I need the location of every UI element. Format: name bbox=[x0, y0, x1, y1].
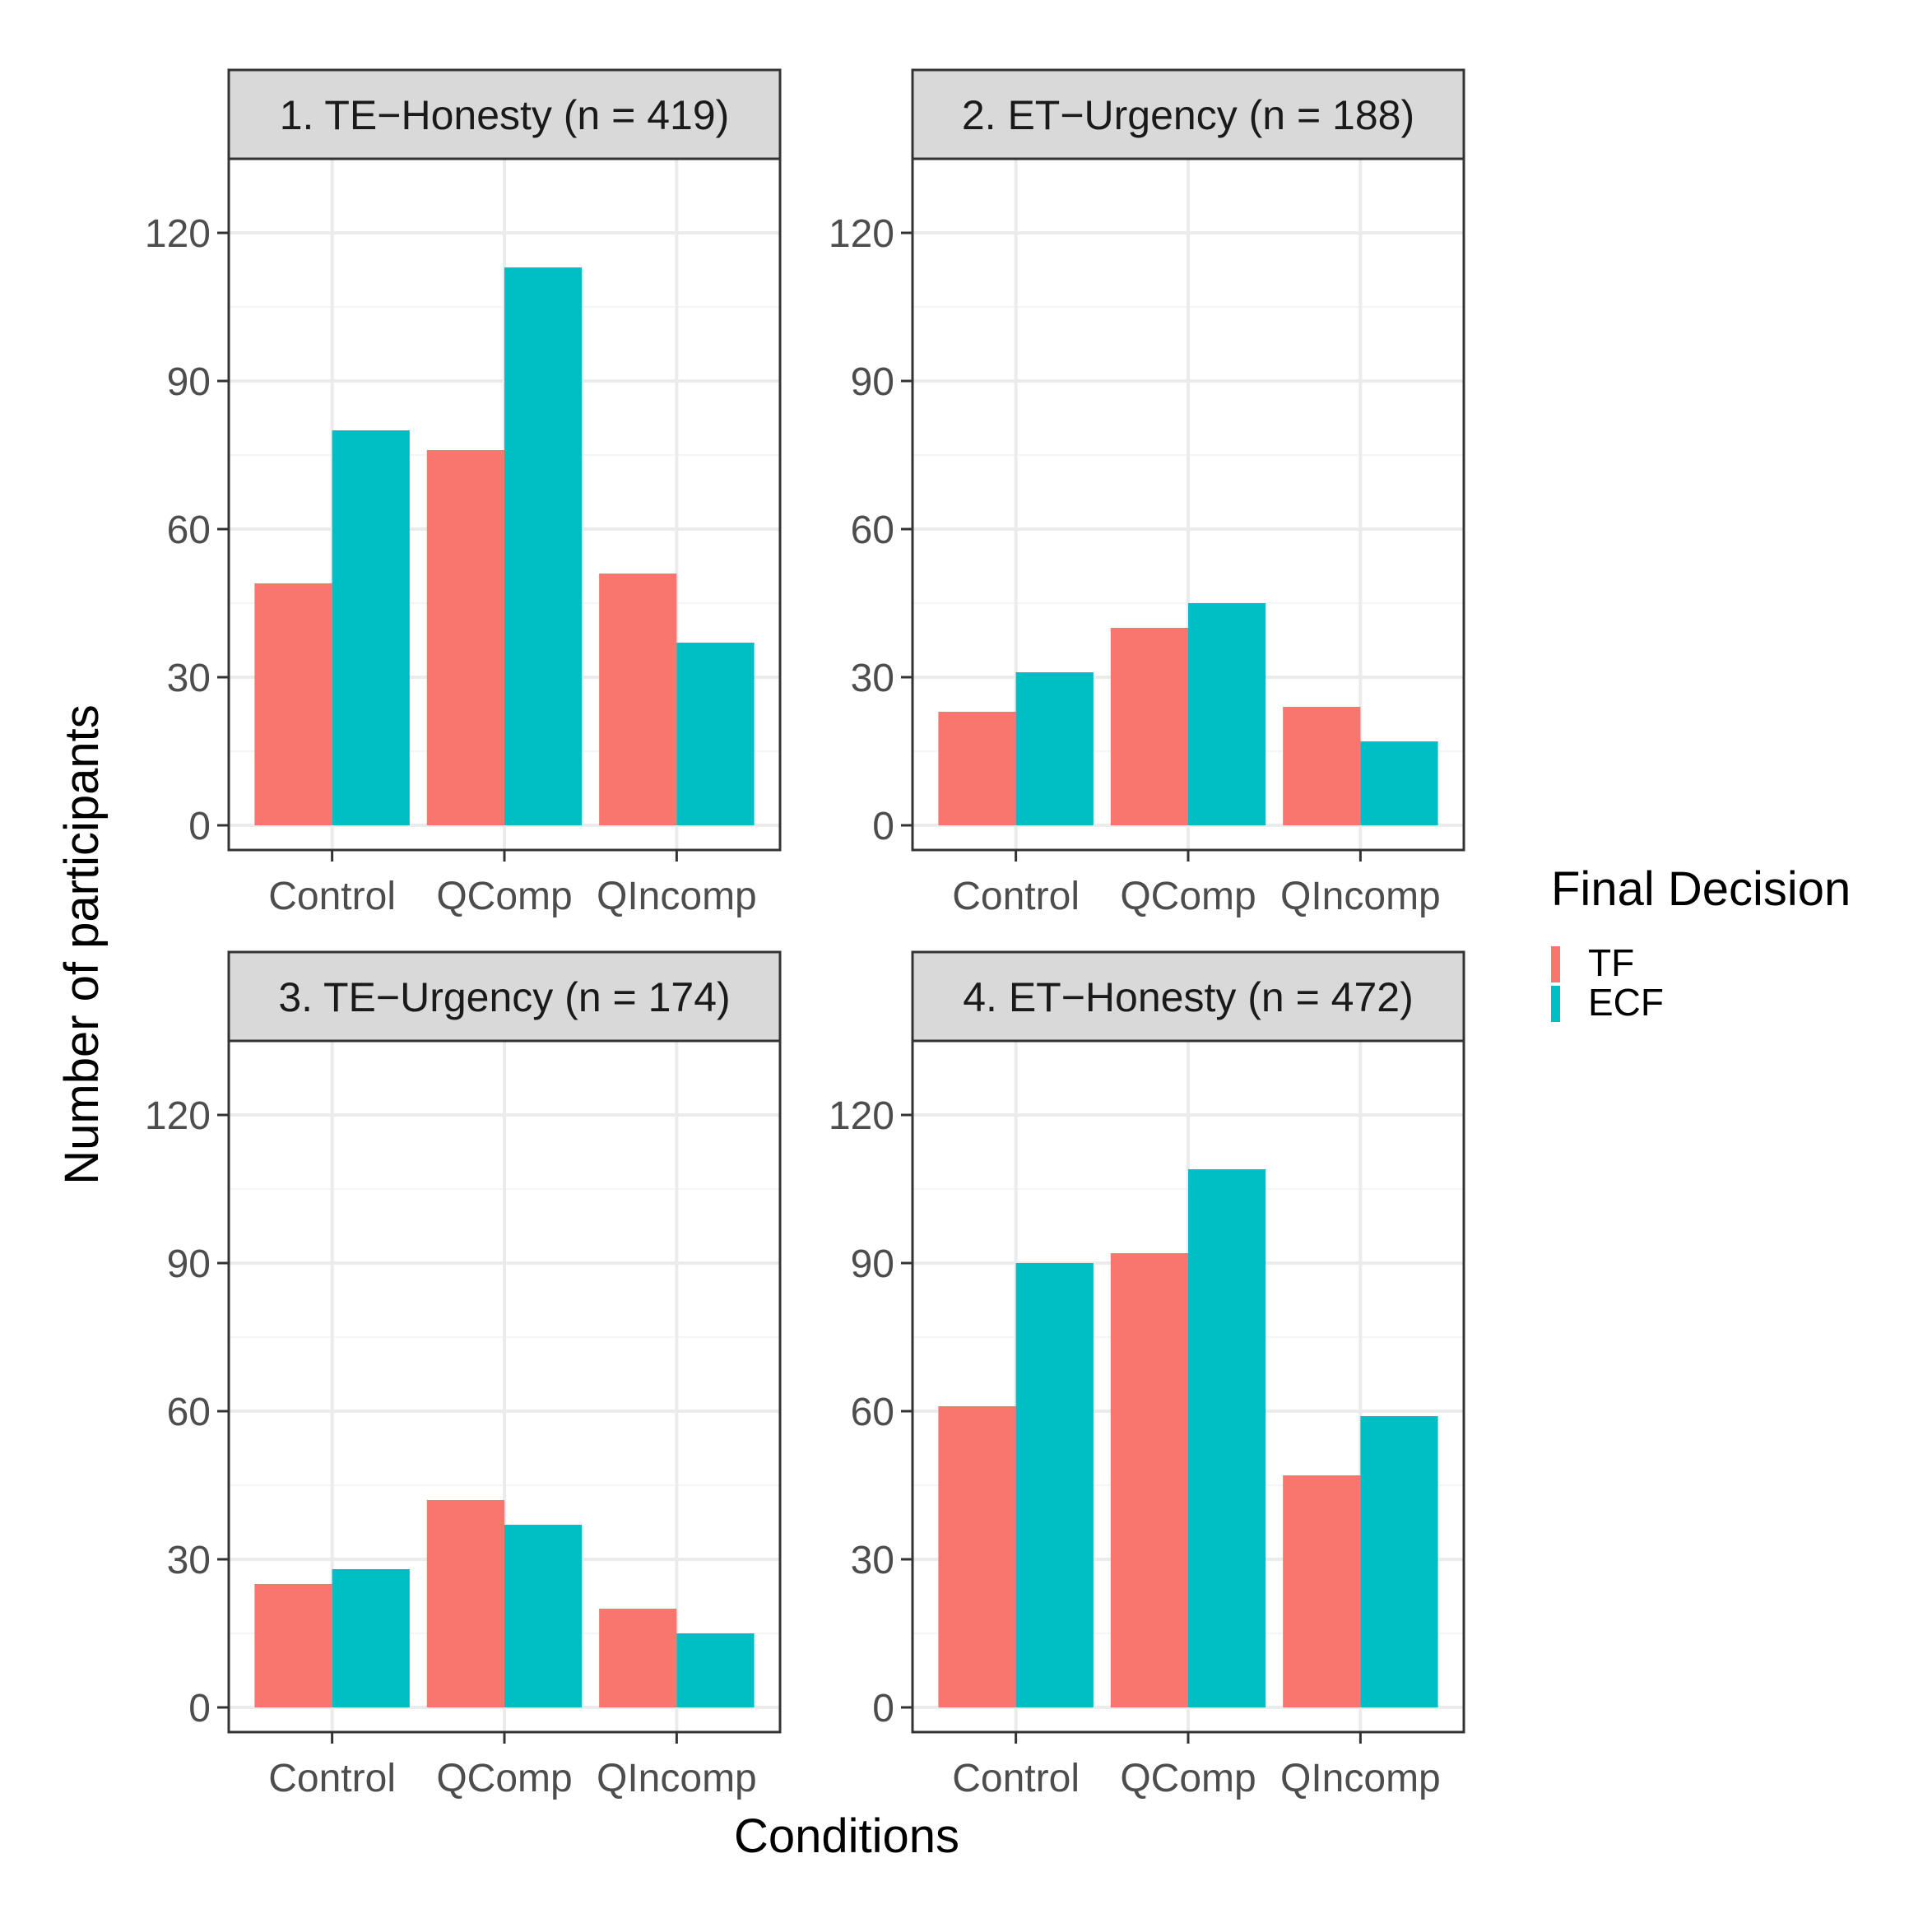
bar-tf-qincomp bbox=[599, 1609, 677, 1707]
x-tick-label: QComp bbox=[1120, 1757, 1256, 1800]
bar-ecf-qcomp bbox=[1188, 603, 1266, 825]
bar-tf-control bbox=[254, 1584, 332, 1707]
strip-background bbox=[227, 68, 782, 160]
y-tick-label: 120 bbox=[829, 1094, 894, 1138]
strip-title: 3. TE−Urgency (n = 174) bbox=[278, 974, 730, 1020]
y-tick-label: 30 bbox=[851, 657, 894, 700]
bar-tf-qcomp bbox=[426, 1500, 504, 1707]
y-tick-label: 90 bbox=[167, 360, 211, 404]
strip-title: 1. TE−Honesty (n = 419) bbox=[280, 92, 730, 138]
x-tick-label: Control bbox=[952, 875, 1080, 918]
y-tick-label: 90 bbox=[851, 360, 894, 404]
strip-title: 4. ET−Honesty (n = 472) bbox=[963, 974, 1414, 1020]
bar-tf-control bbox=[938, 1406, 1016, 1707]
panel-4: 4. ET−Honesty (n = 472) 0 30 60 90 120 Control… bbox=[829, 950, 1465, 1800]
x-axis-title: Conditions bbox=[734, 1809, 959, 1863]
x-tick-label: QComp bbox=[436, 875, 572, 918]
panel-1: 1. TE−Honesty (n = 419) 0 30 60 90 120 Control… bbox=[145, 68, 782, 918]
bar-ecf-control bbox=[332, 430, 410, 825]
x-tick-label: QIncomp bbox=[597, 1757, 757, 1800]
panels-group: 1. TE−Honesty (n = 419) 0 30 60 90 120 Control… bbox=[145, 68, 1465, 1800]
bar-ecf-qincomp bbox=[676, 1633, 755, 1707]
y-tick-label: 60 bbox=[851, 509, 894, 552]
bar-ecf-control bbox=[1015, 1263, 1094, 1707]
x-tick-label: QComp bbox=[1120, 875, 1256, 918]
y-tick-label: 120 bbox=[145, 212, 211, 256]
bar-ecf-qcomp bbox=[504, 267, 583, 825]
y-tick-label: 0 bbox=[872, 805, 894, 848]
y-axis-title: Number of participants bbox=[55, 704, 109, 1184]
x-tick-label: QIncomp bbox=[1280, 1757, 1441, 1800]
strip-background bbox=[911, 68, 1465, 160]
strip-background bbox=[911, 950, 1465, 1043]
y-tick-label: 30 bbox=[167, 1539, 211, 1582]
legend-key-tf bbox=[1551, 946, 1560, 982]
x-tick-label: QIncomp bbox=[597, 875, 757, 918]
y-tick-label: 60 bbox=[167, 509, 211, 552]
panel-3: 3. TE−Urgency (n = 174) 0 30 60 90 120 Control… bbox=[145, 950, 782, 1800]
legend-key-ecf bbox=[1551, 986, 1560, 1022]
y-tick-label: 120 bbox=[829, 212, 894, 256]
bar-ecf-qcomp bbox=[504, 1525, 583, 1707]
bar-ecf-qcomp bbox=[1188, 1169, 1266, 1707]
y-tick-label: 30 bbox=[167, 657, 211, 700]
bar-ecf-qincomp bbox=[1360, 741, 1438, 825]
y-tick-label: 30 bbox=[851, 1539, 894, 1582]
bar-tf-qincomp bbox=[1283, 1475, 1361, 1707]
strip-title: 2. ET−Urgency (n = 188) bbox=[962, 92, 1414, 138]
x-tick-label: QComp bbox=[436, 1757, 572, 1800]
bar-tf-control bbox=[938, 712, 1016, 825]
bar-ecf-control bbox=[332, 1569, 410, 1707]
bar-ecf-qincomp bbox=[676, 643, 755, 825]
strip-background bbox=[227, 950, 782, 1043]
x-tick-label: Control bbox=[268, 1757, 396, 1800]
y-tick-label: 0 bbox=[188, 805, 211, 848]
legend-title: Final Decision bbox=[1551, 862, 1851, 916]
x-tick-label: QIncomp bbox=[1280, 875, 1441, 918]
y-tick-label: 90 bbox=[851, 1242, 894, 1286]
x-tick-label: Control bbox=[268, 875, 396, 918]
y-tick-label: 0 bbox=[872, 1687, 894, 1730]
y-tick-label: 120 bbox=[145, 1094, 211, 1138]
panel-2: 2. ET−Urgency (n = 188) 0 30 60 90 120 Control… bbox=[829, 68, 1465, 918]
y-tick-label: 60 bbox=[851, 1391, 894, 1434]
y-tick-label: 90 bbox=[167, 1242, 211, 1286]
bar-tf-control bbox=[254, 583, 332, 825]
x-tick-label: Control bbox=[952, 1757, 1080, 1800]
bar-ecf-control bbox=[1015, 672, 1094, 825]
bar-tf-qincomp bbox=[599, 574, 677, 825]
y-tick-label: 60 bbox=[167, 1391, 211, 1434]
legend-label-tf: TF bbox=[1588, 941, 1634, 984]
bar-tf-qcomp bbox=[426, 450, 504, 825]
bar-tf-qcomp bbox=[1110, 628, 1188, 825]
bar-tf-qincomp bbox=[1283, 707, 1361, 825]
legend-label-ecf: ECF bbox=[1588, 981, 1664, 1024]
bar-ecf-qincomp bbox=[1360, 1416, 1438, 1707]
bar-tf-qcomp bbox=[1110, 1253, 1188, 1707]
y-tick-label: 0 bbox=[188, 1687, 211, 1730]
